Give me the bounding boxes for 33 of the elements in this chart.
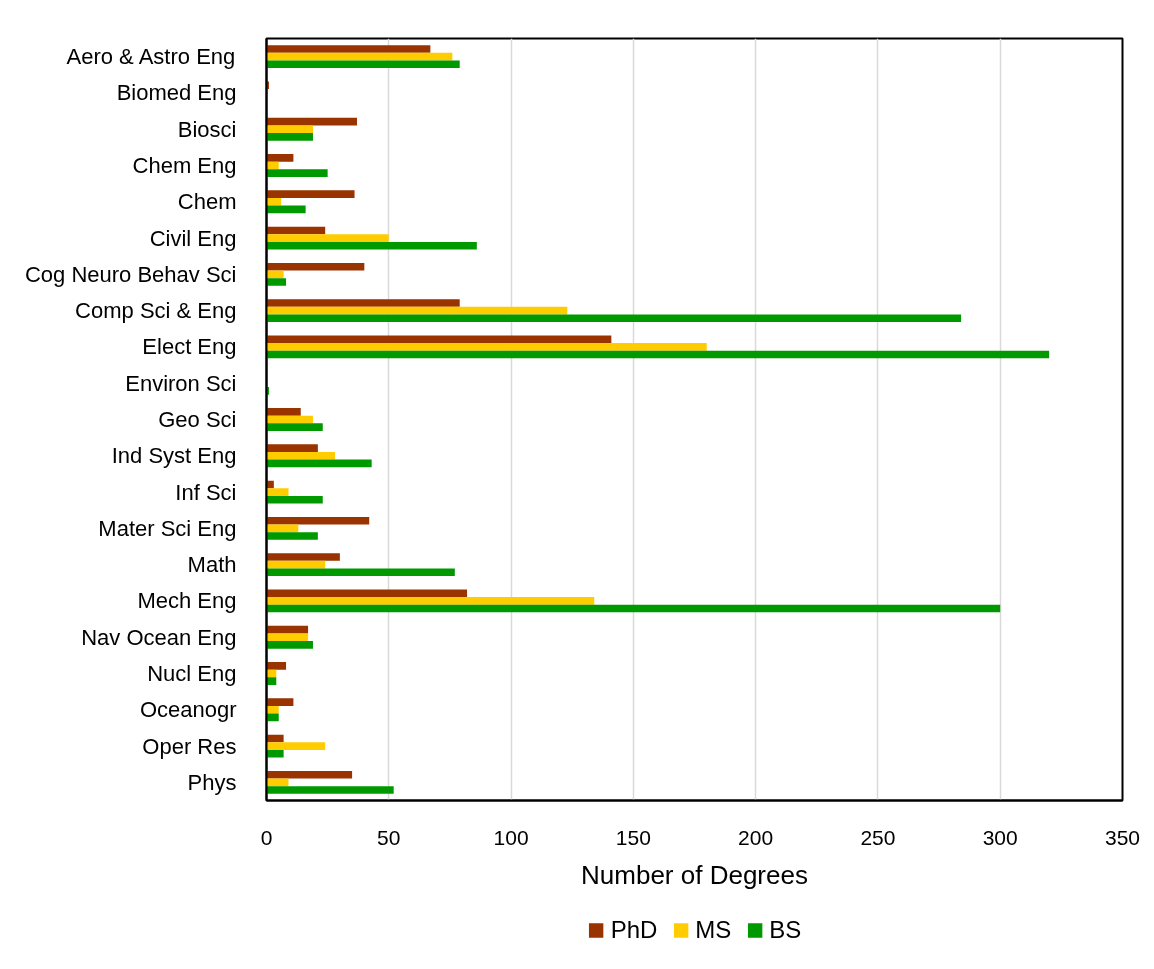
- y-tick-label: Chem: [177, 189, 237, 215]
- y-tick-label: Nav Ocean Eng: [81, 624, 237, 650]
- legend-label: PhD: [610, 916, 658, 944]
- y-tick-label: Cog Neuro Behav Sci: [24, 261, 237, 287]
- y-tick-label: Mech Eng: [137, 588, 237, 614]
- x-tick-label: 100: [493, 825, 529, 849]
- x-tick-label: 200: [738, 825, 774, 849]
- x-tick-label: 350: [1104, 825, 1141, 849]
- x-axis-title: Number of Degrees: [581, 859, 808, 890]
- legend-label: BS: [769, 916, 802, 944]
- y-tick-label: Chem Eng: [132, 153, 237, 178]
- y-tick-label: Civil Eng: [149, 225, 237, 251]
- legend-label: MS: [695, 916, 732, 944]
- y-tick-label: Nucl Eng: [147, 661, 237, 686]
- x-tick-label: 250: [860, 825, 896, 849]
- y-tick-label: Phys: [187, 769, 237, 795]
- x-tick-label: 300: [982, 825, 1018, 849]
- y-tick-label: Mater Sci Eng: [98, 515, 237, 541]
- y-tick-label: Environ Sci: [125, 370, 237, 396]
- y-tick-label: Math: [187, 552, 237, 578]
- y-tick-label: Aero & Astro Eng: [66, 44, 236, 70]
- y-tick-label: Biosci: [177, 116, 237, 142]
- x-tick-label: 50: [377, 825, 401, 849]
- y-tick-label: Geo Sci: [158, 407, 237, 432]
- y-tick-label: Oper Res: [142, 733, 237, 759]
- y-tick-label: Comp Sci & Eng: [75, 298, 237, 324]
- y-tick-label: Biomed Eng: [116, 80, 237, 106]
- x-tick-label: 150: [615, 825, 651, 849]
- x-tick-label: 0: [260, 825, 273, 849]
- y-tick-label: Inf Sci: [175, 479, 237, 505]
- y-tick-label: Elect Eng: [142, 334, 237, 360]
- y-tick-label: Ind Syst Eng: [111, 443, 237, 469]
- y-tick-label: Oceanogr: [139, 697, 237, 723]
